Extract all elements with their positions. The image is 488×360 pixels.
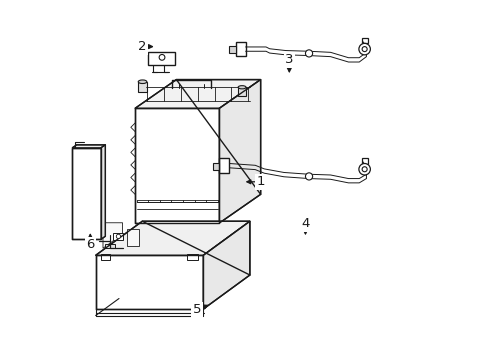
Polygon shape bbox=[212, 163, 219, 170]
Ellipse shape bbox=[238, 86, 245, 89]
Circle shape bbox=[362, 46, 366, 51]
Circle shape bbox=[305, 173, 312, 180]
Polygon shape bbox=[219, 80, 260, 223]
Polygon shape bbox=[238, 87, 245, 96]
Polygon shape bbox=[104, 244, 115, 248]
Polygon shape bbox=[135, 108, 219, 223]
Circle shape bbox=[362, 167, 366, 172]
Polygon shape bbox=[138, 82, 146, 93]
Polygon shape bbox=[103, 223, 122, 248]
Text: 6: 6 bbox=[86, 238, 94, 251]
Polygon shape bbox=[126, 229, 139, 246]
Text: 4: 4 bbox=[301, 217, 309, 230]
Polygon shape bbox=[187, 253, 198, 260]
Polygon shape bbox=[219, 158, 229, 173]
Text: 5: 5 bbox=[193, 303, 201, 316]
Circle shape bbox=[358, 163, 369, 175]
Circle shape bbox=[358, 43, 369, 55]
Polygon shape bbox=[72, 145, 105, 148]
Text: 1: 1 bbox=[256, 175, 264, 188]
Circle shape bbox=[159, 54, 164, 60]
Polygon shape bbox=[228, 46, 235, 53]
Text: 2: 2 bbox=[138, 40, 146, 53]
Polygon shape bbox=[361, 158, 367, 163]
Polygon shape bbox=[72, 148, 101, 239]
Polygon shape bbox=[203, 221, 249, 309]
Polygon shape bbox=[135, 80, 260, 108]
Polygon shape bbox=[101, 145, 105, 239]
Circle shape bbox=[305, 50, 312, 57]
Polygon shape bbox=[235, 42, 245, 56]
Polygon shape bbox=[101, 253, 110, 260]
Text: 3: 3 bbox=[285, 53, 293, 66]
Polygon shape bbox=[113, 233, 122, 240]
Polygon shape bbox=[361, 38, 367, 43]
Circle shape bbox=[116, 234, 121, 239]
Polygon shape bbox=[96, 221, 249, 255]
Polygon shape bbox=[96, 255, 203, 309]
Polygon shape bbox=[147, 51, 175, 64]
Ellipse shape bbox=[138, 80, 146, 84]
